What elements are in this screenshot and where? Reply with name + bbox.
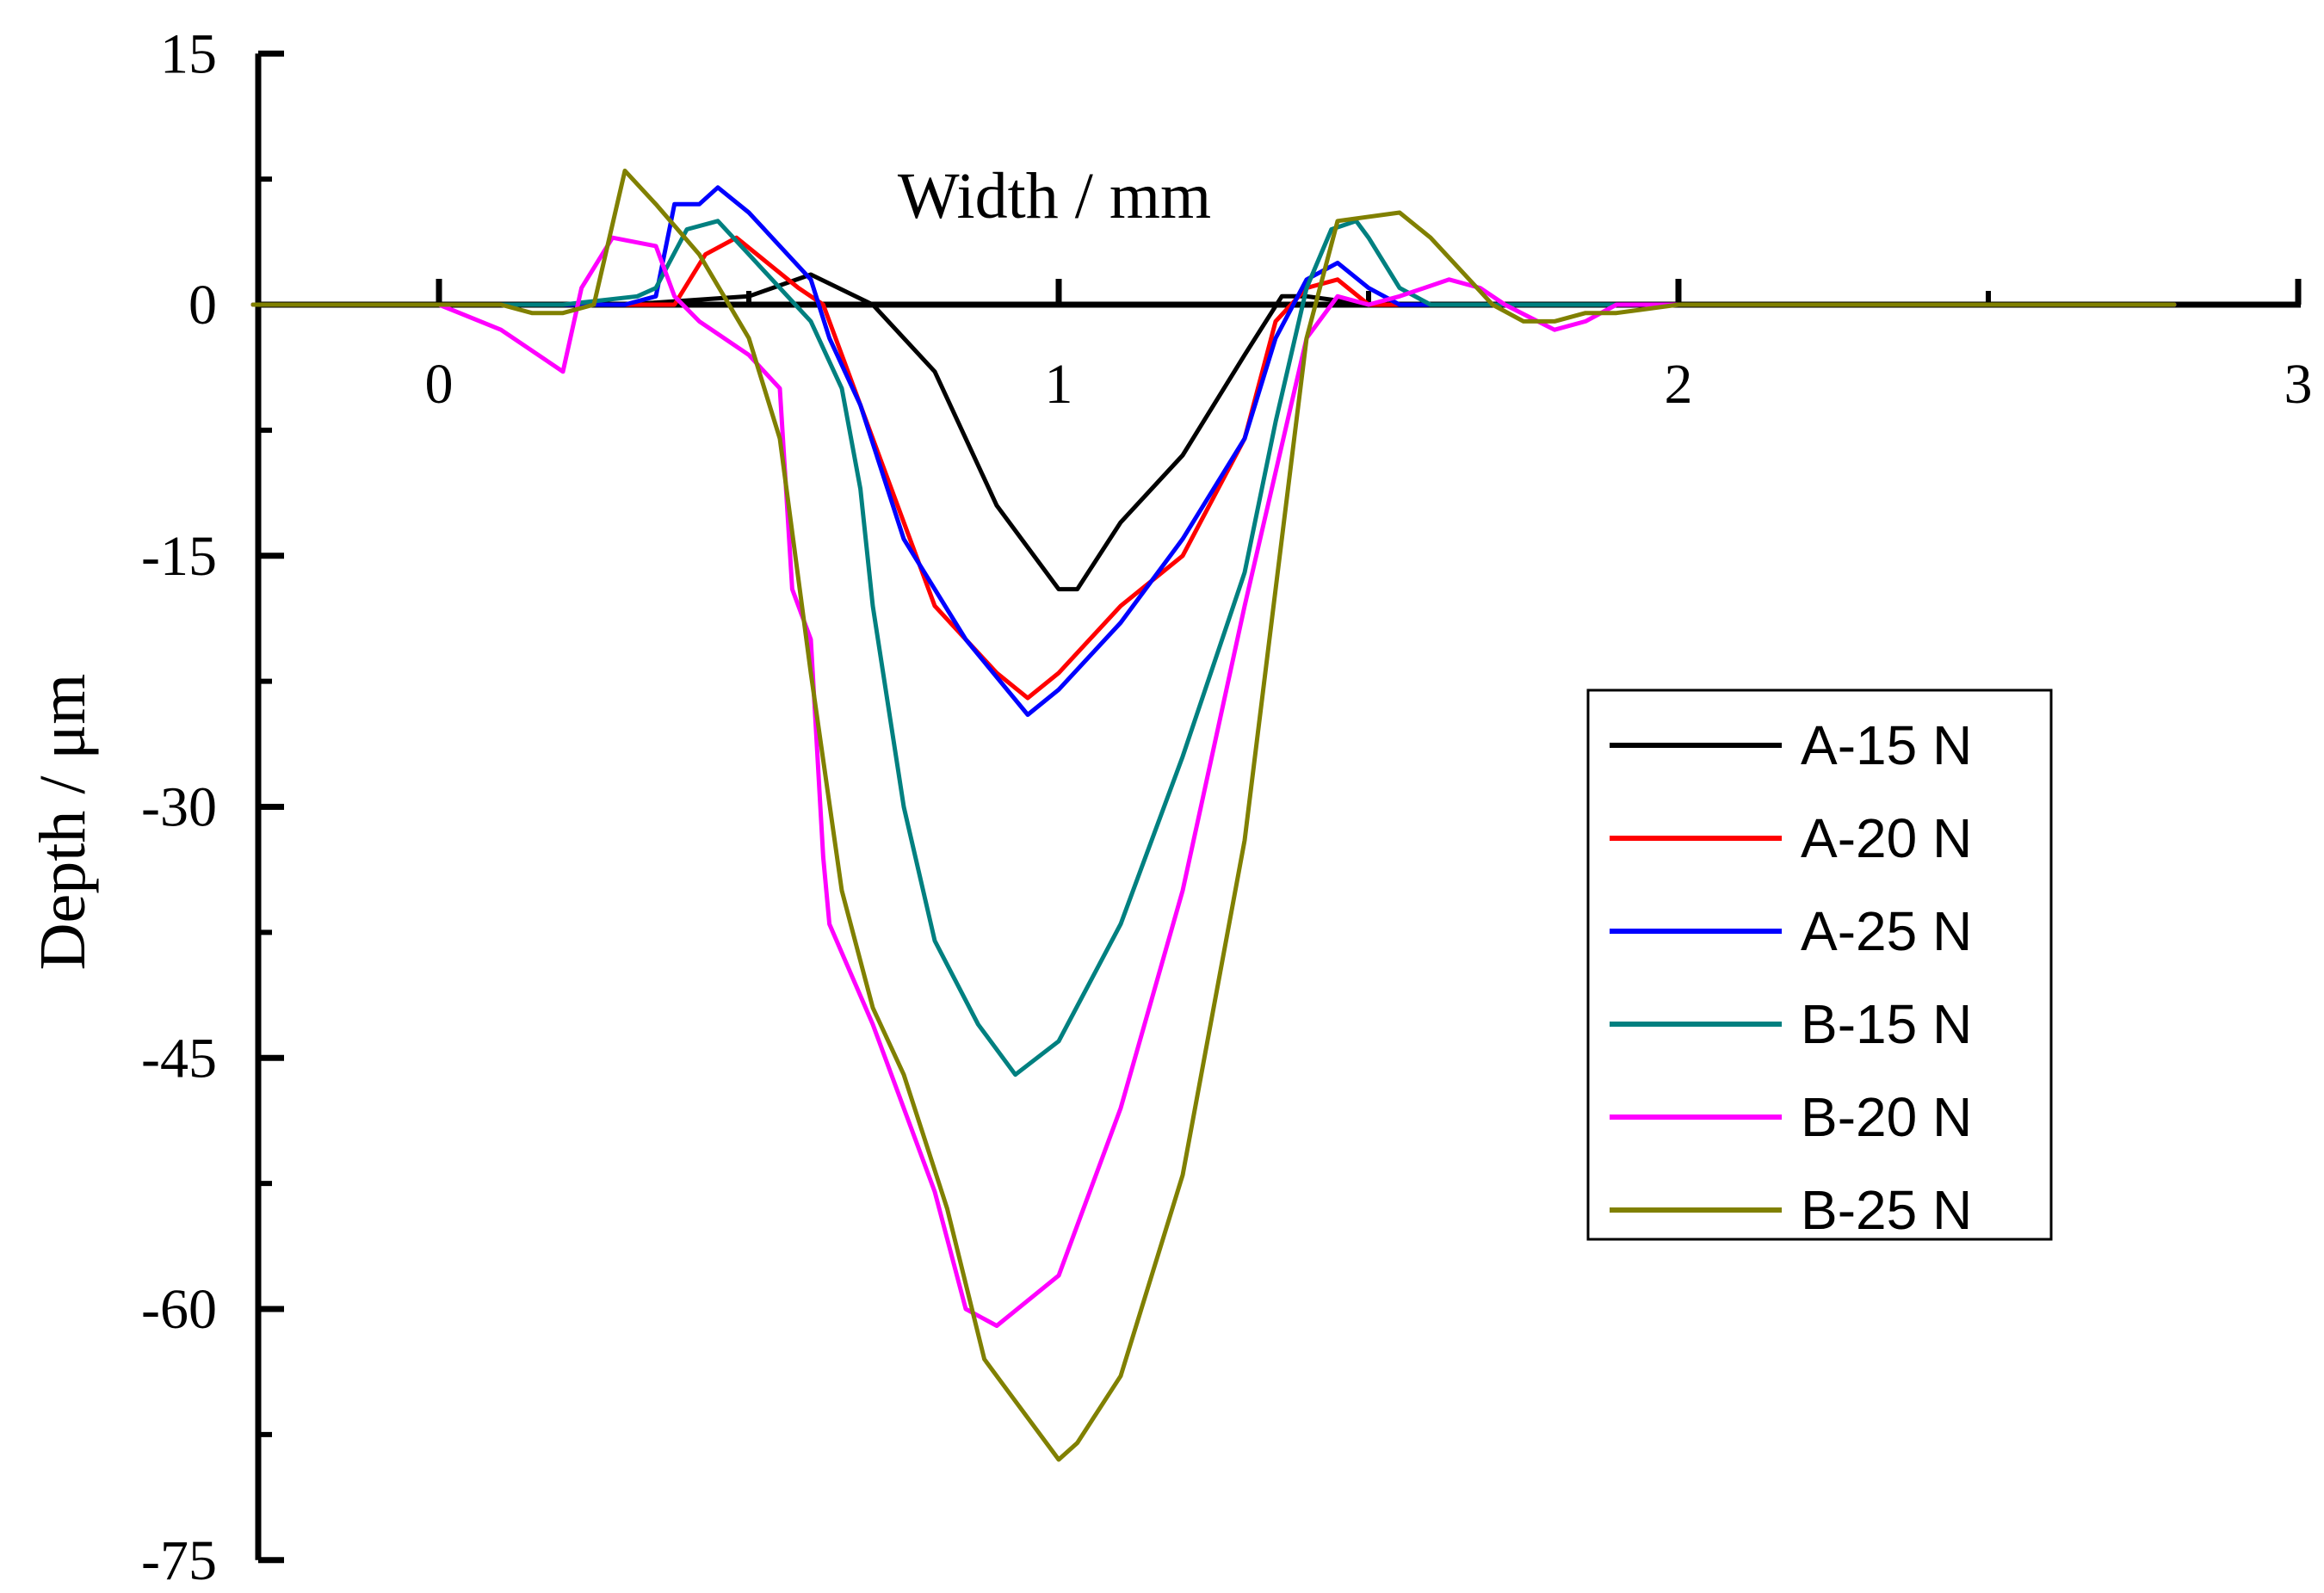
legend-label: A-15 N: [1801, 714, 1972, 776]
y-axis-title: Depth / μm: [27, 674, 99, 971]
y-axis: 15 0 -15 -30 -45 -60 -75: [141, 22, 284, 1592]
y-tick-label: -30: [141, 776, 217, 839]
y-tick-label: -75: [141, 1529, 217, 1592]
axis-titles: Width / mm Depth / μm: [27, 160, 1211, 970]
x-tick-label: 1: [1045, 353, 1073, 416]
legend-label: A-25 N: [1801, 900, 1972, 962]
series-line-b-20-n: [250, 235, 2177, 1328]
legend-label: B-25 N: [1801, 1179, 1972, 1241]
series-lines: [250, 168, 2177, 1462]
series-line-a-25-n: [250, 185, 2177, 717]
series-line-a-15-n: [250, 272, 2177, 592]
legend-label: A-20 N: [1801, 807, 1972, 869]
legend-label: B-20 N: [1801, 1086, 1972, 1148]
legend: A-15 N A-20 N A-25 N B-15 N B-20 N B-25 N: [1586, 688, 2053, 1241]
x-tick-label: 3: [2284, 353, 2313, 416]
y-tick-label: -45: [141, 1027, 217, 1090]
x-axis-title: Width / mm: [898, 160, 1211, 232]
legend-label: B-15 N: [1801, 993, 1972, 1055]
series-line-b-25-n: [250, 168, 2177, 1462]
y-tick-label: 0: [189, 274, 217, 337]
series-line-b-15-n: [250, 219, 2177, 1077]
y-tick-label: -60: [141, 1278, 217, 1341]
legend-box: [1586, 688, 2053, 1241]
y-tick-label: 15: [160, 22, 217, 85]
y-tick-label: -15: [141, 525, 217, 588]
x-tick-label: 0: [425, 353, 454, 416]
x-tick-label: 2: [1665, 353, 1693, 416]
